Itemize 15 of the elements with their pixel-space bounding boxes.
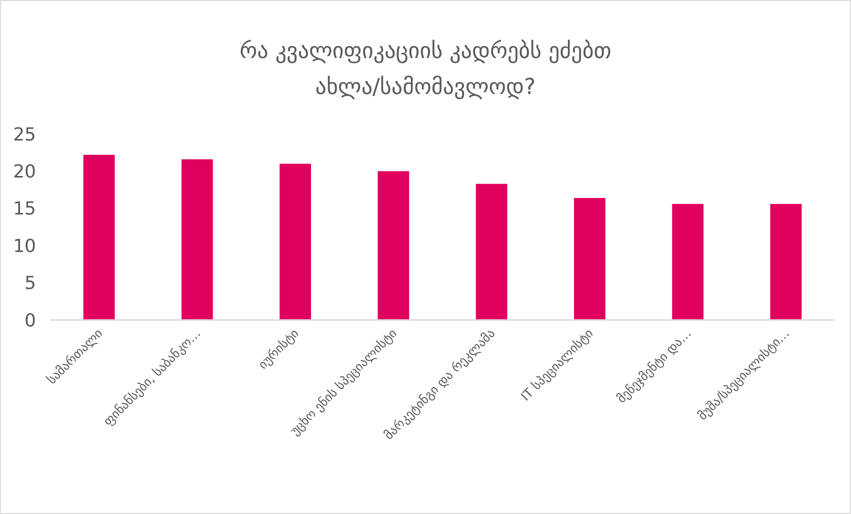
bar xyxy=(574,198,606,320)
y-tick-label: 20 xyxy=(13,162,36,182)
y-tick-label: 10 xyxy=(13,236,36,257)
bar xyxy=(476,184,508,320)
bar xyxy=(181,159,213,320)
bar xyxy=(770,204,802,320)
chart-title: რა კვალიფიკაციის კადრებს ეძებთ ახლა/სამომავლოდ? xyxy=(240,39,612,100)
y-tick-label: 25 xyxy=(13,124,36,146)
bar xyxy=(280,164,312,320)
bar xyxy=(83,154,115,320)
y-tick-label: 15 xyxy=(13,198,36,220)
bar xyxy=(672,204,704,320)
y-tick-label: 5 xyxy=(24,273,36,294)
bar xyxy=(378,171,410,320)
y-tick-label: 0 xyxy=(24,310,36,332)
